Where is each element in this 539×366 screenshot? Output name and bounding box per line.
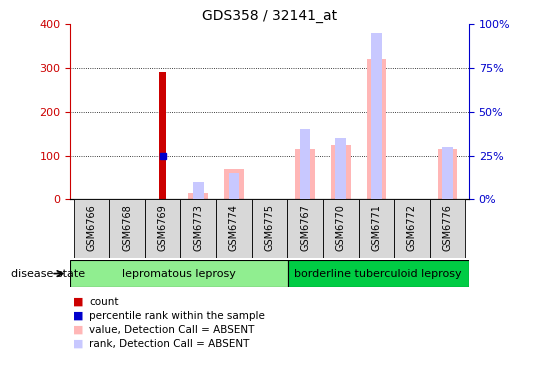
Bar <box>300 129 310 199</box>
Bar <box>70 260 288 287</box>
Text: GSM6769: GSM6769 <box>158 204 168 251</box>
Bar <box>367 59 386 199</box>
Bar <box>323 199 358 258</box>
Bar <box>335 138 346 199</box>
Text: ■: ■ <box>73 325 83 335</box>
Text: GDS358 / 32141_at: GDS358 / 32141_at <box>202 9 337 23</box>
Bar <box>109 199 145 258</box>
Text: disease state: disease state <box>11 269 85 279</box>
Bar <box>430 199 465 258</box>
Bar <box>394 199 430 258</box>
Bar <box>229 173 239 199</box>
Bar <box>371 33 382 199</box>
Text: GSM6768: GSM6768 <box>122 204 132 251</box>
Bar <box>74 199 109 258</box>
Bar <box>442 147 453 199</box>
Text: lepromatous leprosy: lepromatous leprosy <box>122 269 236 279</box>
Bar <box>288 260 469 287</box>
Text: rank, Detection Call = ABSENT: rank, Detection Call = ABSENT <box>89 339 250 349</box>
Text: GSM6776: GSM6776 <box>443 204 453 251</box>
Bar <box>224 169 244 199</box>
Text: count: count <box>89 297 119 307</box>
Bar <box>252 199 287 258</box>
Bar <box>331 145 350 199</box>
Text: GSM6767: GSM6767 <box>300 204 310 251</box>
Text: percentile rank within the sample: percentile rank within the sample <box>89 311 265 321</box>
Text: GSM6771: GSM6771 <box>371 204 381 251</box>
Text: ■: ■ <box>73 297 83 307</box>
Text: borderline tuberculoid leprosy: borderline tuberculoid leprosy <box>294 269 462 279</box>
Text: GSM6766: GSM6766 <box>86 204 96 251</box>
Bar <box>438 149 458 199</box>
Bar <box>216 199 252 258</box>
Text: value, Detection Call = ABSENT: value, Detection Call = ABSENT <box>89 325 254 335</box>
Text: GSM6774: GSM6774 <box>229 204 239 251</box>
Bar <box>145 199 181 258</box>
Bar <box>193 182 204 199</box>
Text: GSM6770: GSM6770 <box>336 204 345 251</box>
Bar <box>358 199 394 258</box>
Text: GSM6775: GSM6775 <box>265 204 274 251</box>
Bar <box>181 199 216 258</box>
Bar <box>295 149 315 199</box>
Text: ■: ■ <box>73 339 83 349</box>
Text: GSM6773: GSM6773 <box>194 204 203 251</box>
Text: GSM6772: GSM6772 <box>407 204 417 251</box>
Bar <box>189 193 208 199</box>
Bar <box>287 199 323 258</box>
Text: ■: ■ <box>73 311 83 321</box>
Bar <box>159 72 166 199</box>
